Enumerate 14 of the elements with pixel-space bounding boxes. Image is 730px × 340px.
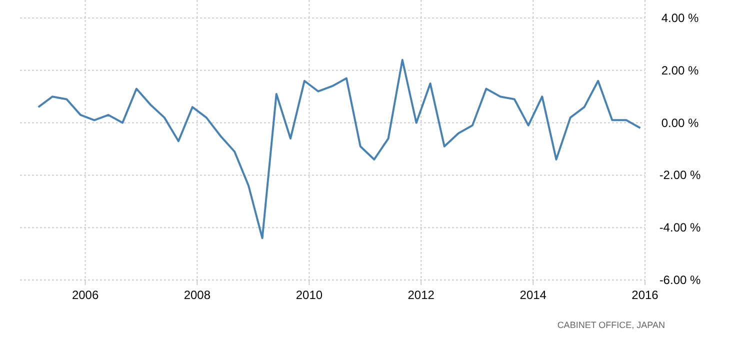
x-tick-label: 2014 xyxy=(520,288,547,302)
x-tick-label: 2016 xyxy=(632,288,659,302)
x-tick-label: 2006 xyxy=(72,288,99,302)
y-tick-label: -6.00 % xyxy=(659,273,702,287)
y-tick-label: 4.00 % xyxy=(661,11,700,25)
x-tick-label: 2012 xyxy=(408,288,435,302)
y-tick-label: 0.00 % xyxy=(661,116,700,130)
text: CABINET OFFICE, JAPAN xyxy=(557,320,665,330)
x-tick-label: 2010 xyxy=(296,288,323,302)
x-tick-label: 2008 xyxy=(184,288,211,302)
y-tick-label: -4.00 % xyxy=(659,220,702,235)
y-tick-label: 2.00 % xyxy=(661,63,700,78)
y-tick-label: -2.00 % xyxy=(659,168,702,182)
line-series xyxy=(37,58,642,240)
